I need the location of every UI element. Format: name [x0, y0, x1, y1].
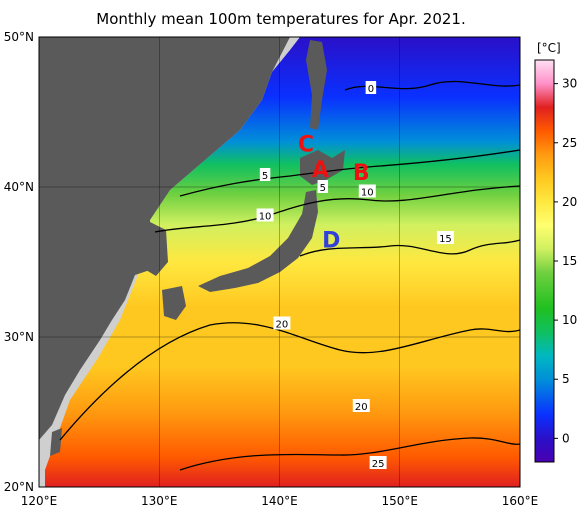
sakhalin-island	[306, 40, 327, 130]
colorbar-tick-label: 25	[562, 136, 577, 150]
site-marker-d: D	[322, 229, 340, 254]
y-tick-label: 40°N	[4, 180, 34, 194]
x-tick-label: 120°E	[21, 494, 58, 508]
colorbar-tick-label: 10	[562, 313, 577, 327]
contour-label: 10	[259, 212, 272, 223]
contour-label: 20	[276, 320, 289, 331]
isotherm-5	[179, 149, 520, 197]
plot-frame	[38, 36, 521, 488]
contour-label: 20	[355, 402, 368, 413]
contour-labels: 0 5 5 10 10 15 20 20 25	[256, 81, 454, 470]
isotherm-20	[59, 322, 520, 441]
site-marker-c: C	[298, 133, 314, 158]
contour-label-box	[365, 81, 377, 94]
contour-label: 5	[262, 171, 268, 182]
contour-label-box	[256, 208, 274, 222]
contour-label: 0	[368, 84, 374, 95]
contour-label-box	[436, 231, 454, 244]
colorbar-unit: [°C]	[537, 41, 561, 55]
kyushu-island	[162, 286, 186, 320]
isotherm-25	[179, 437, 520, 471]
colorbar-ticks: 0 5 10 15 20 25 30	[554, 77, 577, 445]
x-axis: 120°E 130°E 140°E 150°E 160°E	[21, 494, 539, 508]
colorbar: [°C] 0 5 10 15 20 25 30	[534, 41, 577, 463]
taiwan-island	[50, 428, 62, 456]
colorbar-tick-label: 0	[562, 431, 570, 445]
x-tick-label: 140°E	[261, 494, 298, 508]
colorbar-tick-label: 30	[562, 77, 577, 91]
korea-peninsula	[146, 222, 168, 276]
colorbar-tick-label: 15	[562, 254, 577, 268]
contour-label: 15	[439, 234, 452, 245]
contour-label: 10	[361, 188, 374, 199]
isotherm-10	[154, 185, 520, 233]
x-tick-label: 160°E	[502, 494, 539, 508]
site-markers: CA B D	[298, 133, 370, 254]
contour-label-box	[369, 456, 387, 469]
y-tick-label: 20°N	[4, 480, 34, 494]
contour-label: 25	[372, 459, 385, 470]
site-marker-a: A	[312, 158, 329, 183]
y-tick-label: 50°N	[4, 30, 34, 44]
y-axis: 50°N 40°N 30°N 20°N	[4, 30, 34, 494]
y-tick-label: 30°N	[4, 330, 34, 344]
contour-label-box	[358, 184, 376, 198]
colorbar-tick-label: 5	[562, 372, 570, 386]
honshu-island	[198, 190, 318, 292]
isotherm-15	[299, 239, 520, 257]
contour-label-box	[259, 168, 271, 181]
colorbar-tick-label: 20	[562, 195, 577, 209]
x-tick-label: 130°E	[141, 494, 178, 508]
contour-label: 5	[320, 183, 326, 194]
hokkaido-island	[300, 150, 345, 185]
contour-label-box	[352, 399, 370, 412]
x-tick-label: 150°E	[382, 494, 419, 508]
chart-title: Monthly mean 100m temperatures for Apr. …	[96, 10, 465, 28]
contour-label-box	[317, 180, 329, 193]
asia-landmass	[39, 37, 290, 440]
site-marker-b: B	[353, 161, 370, 186]
contour-label-box	[273, 316, 291, 330]
colorbar-strip	[534, 59, 555, 463]
